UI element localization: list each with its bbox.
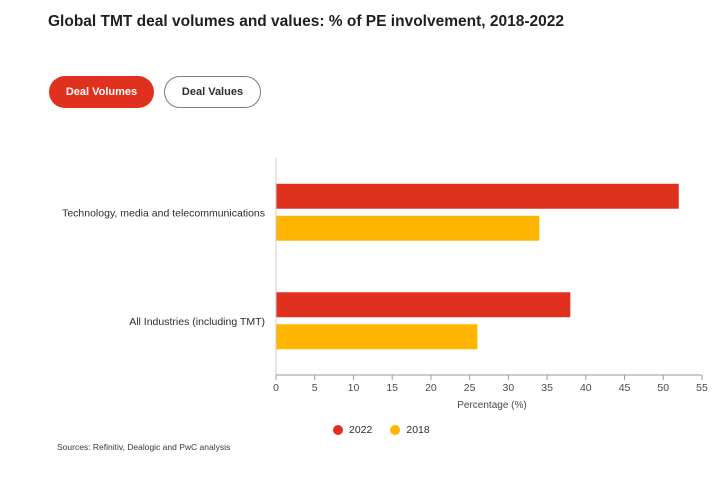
x-tick-label: 15: [386, 382, 398, 394]
legend-dot-2018: [390, 425, 401, 435]
x-tick-label: 10: [348, 382, 360, 394]
x-tick-label: 45: [619, 382, 631, 394]
deal-values-toggle[interactable]: Deal Values: [164, 76, 261, 108]
legend-dot-2022: [333, 425, 343, 435]
legend-item-2018[interactable]: 2018: [390, 424, 430, 436]
x-tick-label: 5: [312, 382, 318, 394]
category-label-1: Technology, media and telecommunications: [62, 207, 265, 219]
page-title: Global TMT deal volumes and values: % of…: [48, 13, 564, 30]
x-tick-label: 30: [503, 382, 515, 394]
bar-2022-2: [276, 292, 571, 318]
x-tick-label: 35: [541, 382, 553, 394]
legend-label-2022: 2022: [349, 424, 373, 436]
source-note: Sources: Refinitiv, Dealogic and PwC ana…: [57, 442, 231, 452]
x-tick-label: 50: [657, 382, 669, 394]
category-label-2: All Industries (including TMT): [129, 316, 265, 328]
legend-item-2022[interactable]: 2022: [333, 424, 372, 436]
x-tick-label: 0: [273, 382, 279, 394]
legend-label-2018: 2018: [406, 424, 430, 436]
x-tick-label: 40: [580, 382, 592, 394]
deal-volumes-toggle[interactable]: Deal Volumes: [49, 76, 154, 108]
chart-legend: 2022 2018: [333, 424, 448, 436]
x-tick-label: 25: [464, 382, 476, 394]
x-axis-title: Percentage (%): [457, 400, 526, 411]
bar-2018-1: [276, 215, 540, 241]
x-tick-label: 55: [696, 382, 708, 394]
x-tick-label: 20: [425, 382, 437, 394]
bar-2022-1: [276, 183, 679, 209]
bar-2018-2: [276, 324, 478, 350]
